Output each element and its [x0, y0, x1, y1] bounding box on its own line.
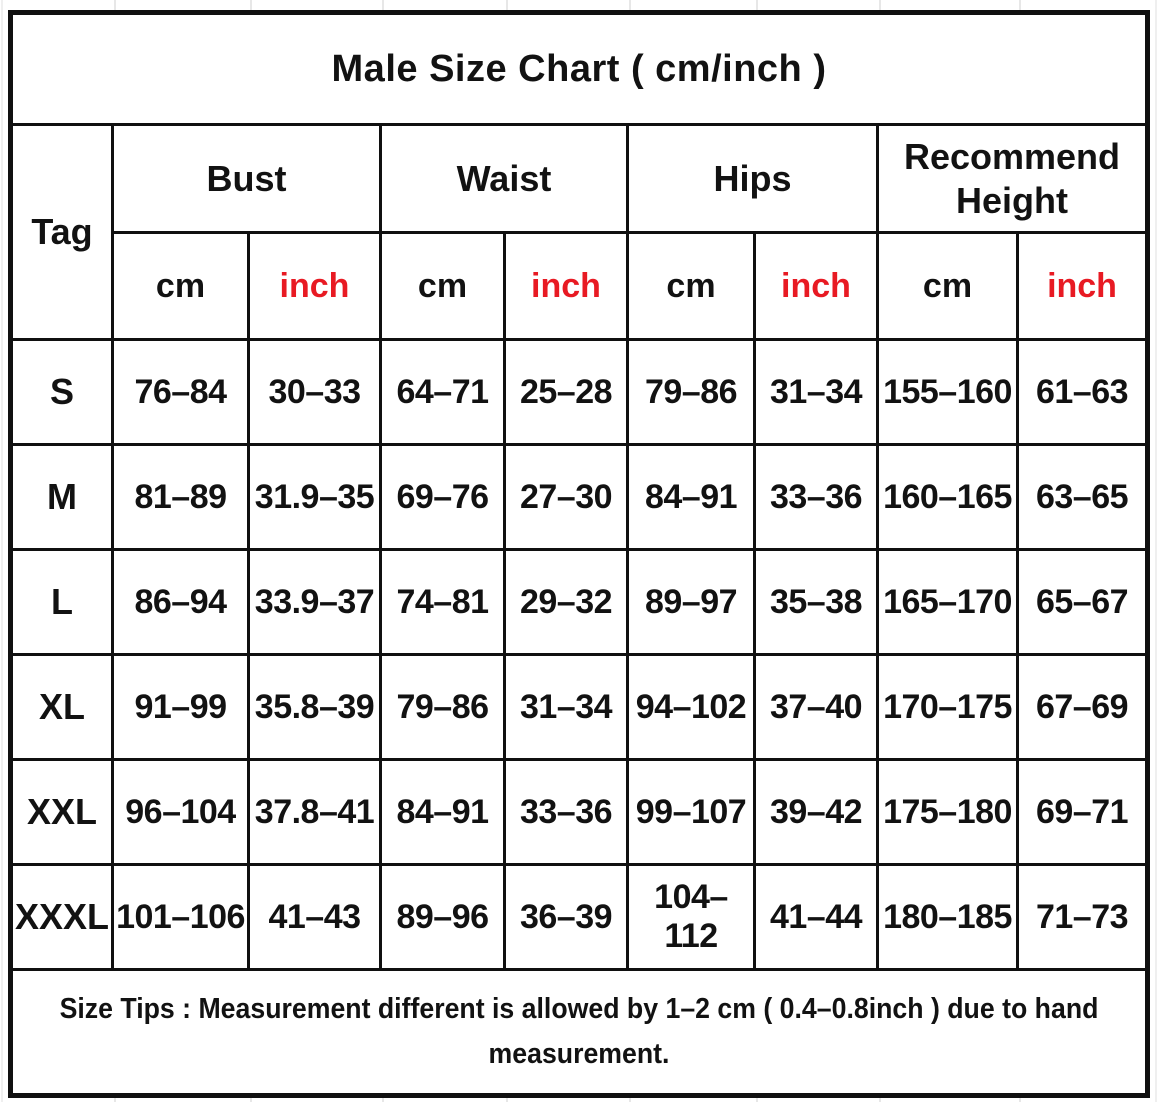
grid-tick — [1019, 0, 1021, 11]
size-value-cell: 31–34 — [753, 338, 879, 446]
size-tag-cell: S — [9, 338, 114, 446]
size-value-cell: 39–42 — [753, 758, 879, 866]
size-value-cell: 33–36 — [753, 443, 879, 551]
grid-tick — [114, 0, 116, 11]
size-value-cell: 31–34 — [503, 653, 629, 761]
size-tips-line-2: measurement. — [488, 1038, 670, 1070]
height-inch-unit-cell: inch — [1015, 231, 1150, 341]
hips-cm-unit-cell: cm — [626, 231, 756, 341]
size-tips-line-1: Size Tips : Measurement different is all… — [59, 993, 1099, 1026]
size-value-cell: 175–180 — [876, 758, 1019, 866]
grid-tick — [382, 0, 384, 11]
hips-header-cell: Hips — [626, 123, 879, 234]
waist-header-cell: Waist — [379, 123, 629, 234]
grid-tick — [506, 0, 508, 11]
size-value-cell: 71–73 — [1015, 863, 1150, 971]
waist-header-label: Waist — [456, 157, 552, 199]
size-value-cell: 64–71 — [379, 338, 506, 446]
tag-header-cell: Tag — [9, 123, 114, 341]
table-row-xxl: XXL 96–104 37.8–41 84–91 33–36 99–107 39… — [9, 758, 1150, 866]
bust-inch-unit-cell: inch — [247, 231, 382, 341]
size-value-cell: 104–112 — [626, 863, 756, 971]
size-value-cell: 35–38 — [753, 548, 879, 656]
size-value-cell: 99–107 — [626, 758, 756, 866]
grid-line-left — [1, 0, 3, 1102]
size-value-cell: 89–96 — [379, 863, 506, 971]
size-tag-cell: L — [9, 548, 114, 656]
size-value-cell: 41–43 — [247, 863, 382, 971]
grid-line-right — [1155, 0, 1157, 1102]
size-value-cell: 91–99 — [111, 653, 250, 761]
waist-cm-unit-cell: cm — [379, 231, 506, 341]
size-value-cell: 84–91 — [379, 758, 506, 866]
grid-tick — [879, 0, 881, 11]
size-value-cell: 63–65 — [1015, 443, 1150, 551]
size-value-cell: 25–28 — [503, 338, 629, 446]
size-value-cell: 79–86 — [379, 653, 506, 761]
table-row-l: L 86–94 33.9–37 74–81 29–32 89–97 35–38 … — [9, 548, 1150, 656]
size-value-cell: 81–89 — [111, 443, 250, 551]
size-value-cell: 165–170 — [876, 548, 1019, 656]
size-value-cell: 61–63 — [1015, 338, 1150, 446]
waist-inch-unit-cell: inch — [503, 231, 629, 341]
size-value-cell: 155–160 — [876, 338, 1019, 446]
size-tag-cell: XXXL — [9, 863, 114, 971]
size-tag-cell: XXL — [9, 758, 114, 866]
size-value-cell: 96–104 — [111, 758, 250, 866]
male-size-chart-table: Male Size Chart ( cm/inch ) Tag Bust Wai… — [8, 10, 1151, 1098]
size-tips-cell: Size Tips : Measurement different is all… — [8, 968, 1150, 1097]
size-value-cell: 37–40 — [753, 653, 879, 761]
size-value-cell: 170–175 — [876, 653, 1019, 761]
grid-tick — [629, 0, 631, 11]
size-value-cell: 41–44 — [753, 863, 879, 971]
size-value-cell: 33–36 — [503, 758, 629, 866]
chart-title: Male Size Chart ( cm/inch ) — [8, 11, 1150, 126]
bust-header-label: Bust — [206, 157, 287, 199]
size-value-cell: 69–71 — [1015, 758, 1150, 866]
size-value-cell: 69–76 — [379, 443, 506, 551]
size-value-cell: 31.9–35 — [247, 443, 382, 551]
size-tips-text: Size Tips : Measurement different is all… — [58, 987, 1099, 1077]
size-value-cell: 65–67 — [1015, 548, 1150, 656]
size-value-cell: 27–30 — [503, 443, 629, 551]
size-value-cell: 86–94 — [111, 548, 250, 656]
size-value-cell: 35.8–39 — [247, 653, 382, 761]
height-cm-unit-cell: cm — [876, 231, 1019, 341]
size-value-cell: 76–84 — [111, 338, 250, 446]
hips-header-label: Hips — [713, 157, 792, 199]
grid-tick — [756, 0, 758, 11]
size-value-cell: 79–86 — [626, 338, 756, 446]
size-value-cell: 30–33 — [247, 338, 382, 446]
size-value-cell: 33.9–37 — [247, 548, 382, 656]
size-value-cell: 37.8–41 — [247, 758, 382, 866]
height-header-cell: Recommend Height — [875, 123, 1150, 234]
size-value-cell: 74–81 — [379, 548, 506, 656]
table-row-xxxl: XXXL 101–106 41–43 89–96 36–39 104–112 4… — [9, 863, 1150, 971]
size-value-cell: 160–165 — [876, 443, 1019, 551]
table-row-s: S 76–84 30–33 64–71 25–28 79–86 31–34 15… — [9, 338, 1150, 446]
size-tag-cell: M — [9, 443, 114, 551]
size-value-cell: 101–106 — [111, 863, 250, 971]
size-value-cell: 36–39 — [503, 863, 629, 971]
size-value-cell: 94–102 — [626, 653, 756, 761]
size-value-cell: 180–185 — [876, 863, 1019, 971]
size-value-cell: 29–32 — [503, 548, 629, 656]
hips-inch-unit-cell: inch — [753, 231, 879, 341]
size-value-cell: 67–69 — [1015, 653, 1150, 761]
grid-tick — [250, 0, 252, 11]
table-row-m: M 81–89 31.9–35 69–76 27–30 84–91 33–36 … — [9, 443, 1150, 551]
bust-header-cell: Bust — [111, 123, 382, 234]
table-row-xl: XL 91–99 35.8–39 79–86 31–34 94–102 37–4… — [9, 653, 1150, 761]
size-value-cell: 89–97 — [626, 548, 756, 656]
size-tag-cell: XL — [9, 653, 114, 761]
bust-cm-unit-cell: cm — [111, 231, 250, 341]
size-value-cell: 84–91 — [626, 443, 756, 551]
height-header-label: Recommend Height — [903, 136, 1121, 221]
